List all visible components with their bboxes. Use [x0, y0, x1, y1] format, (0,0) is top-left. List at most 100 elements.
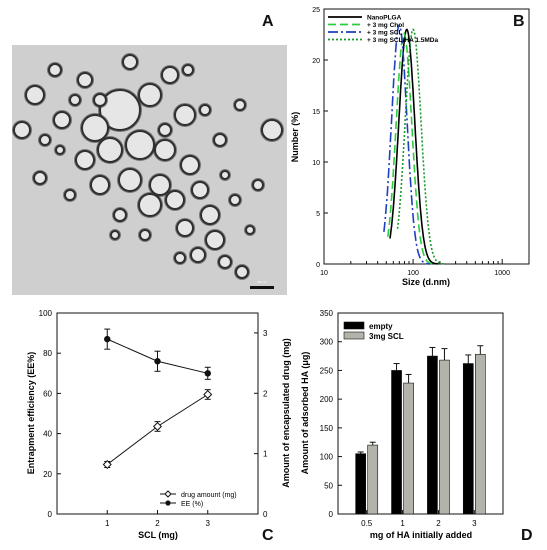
- legend-label-b: + 3 mg Chol: [367, 22, 404, 29]
- particle: [190, 247, 206, 263]
- legend-marker-c: [165, 500, 171, 506]
- particle: [138, 193, 162, 217]
- axis-ticks-b: 0 5 10 15 20 25 10 100 1000: [312, 7, 530, 277]
- legend-label-c: EE (%): [181, 501, 203, 508]
- particle: [261, 119, 283, 141]
- plot-frame-b: [323, 8, 530, 265]
- y-tick-label-d: 150: [320, 424, 334, 433]
- particle: [48, 63, 62, 77]
- data-point-c: [152, 421, 163, 431]
- particle: [180, 155, 200, 175]
- y-tick-label-b: 0: [316, 262, 320, 269]
- particle: [174, 252, 186, 264]
- y-tick-label-c: 100: [39, 309, 53, 318]
- y-tick-label-b: 5: [316, 211, 320, 218]
- particle: [139, 229, 151, 241]
- y-tick-label-d: 250: [320, 366, 334, 375]
- y-axis-label-d: Amount of adsorbed HA (μg): [300, 352, 310, 475]
- y-tick-label-b: 20: [312, 58, 320, 65]
- x-tick-label-d: 3: [472, 519, 477, 528]
- bar: [403, 382, 414, 515]
- y-tick-label-b: 15: [312, 109, 320, 116]
- y-tick-label-c: 20: [43, 470, 52, 479]
- particle: [158, 123, 172, 137]
- particle: [69, 94, 81, 106]
- particle: [122, 54, 138, 70]
- particle: [182, 64, 194, 76]
- y-tick-label-d: 0: [329, 510, 334, 519]
- particle: [220, 170, 230, 180]
- particle: [234, 99, 246, 111]
- legend-label-b: NanoPLGA: [367, 15, 402, 22]
- panel-label-d: D: [521, 527, 533, 544]
- data-point-c: [102, 459, 112, 470]
- data-point-c: [203, 389, 213, 399]
- particle: [161, 66, 179, 84]
- particle: [113, 208, 127, 222]
- particle: [77, 72, 93, 88]
- particle: [235, 265, 249, 279]
- y-tick-label-d: 50: [324, 481, 333, 490]
- plot-frame-d: [337, 312, 504, 515]
- particle: [200, 205, 220, 225]
- particle: [165, 190, 185, 210]
- axis-ticks-d: 0 50 100 150 200 250 300 350 0.5 1 2 3: [320, 309, 477, 528]
- bars-d: [355, 345, 486, 515]
- legend-label-d: empty: [369, 322, 393, 331]
- particle: [55, 145, 65, 155]
- scale-bar-label: 200 nm: [257, 280, 268, 284]
- bar: [391, 370, 402, 515]
- y-tick-label-c: 80: [43, 349, 52, 358]
- x-tick-label-c: 1: [105, 519, 110, 528]
- bar: [355, 453, 366, 515]
- particle: [154, 139, 176, 161]
- legend-label-d: 3mg SCL: [369, 332, 404, 341]
- particle: [229, 194, 241, 206]
- x-tick-label-b: 1000: [494, 270, 510, 277]
- panel-label-b: B: [513, 13, 525, 30]
- x-tick-label-d: 1: [400, 519, 405, 528]
- x-tick-label-c: 3: [206, 519, 211, 528]
- x-tick-label-b: 100: [407, 270, 419, 277]
- particle: [174, 104, 196, 126]
- particle: [33, 171, 47, 185]
- panel-label-c: C: [262, 527, 274, 544]
- particle: [149, 174, 171, 196]
- panel-c: C 0 20 40 60 80 100 0 1 2 3 1 2 3 drug amount (mg) EE…: [26, 309, 291, 544]
- y-tick-label-d: 300: [320, 338, 334, 347]
- x-axis-label-d: mg of HA initially added: [370, 530, 472, 540]
- particle: [90, 175, 110, 195]
- y-tick-label-d: 350: [320, 309, 334, 318]
- y2-tick-label-c: 0: [263, 510, 268, 519]
- panel-label-a: A: [262, 13, 274, 30]
- legend-c: drug amount (mg) EE (%): [160, 490, 237, 508]
- particle: [110, 230, 120, 240]
- particle: [13, 121, 31, 139]
- axis-ticks-c: 0 20 40 60 80 100 0 1 2 3 1 2 3: [39, 309, 268, 528]
- legend-b: NanoPLGA+ 3 mg Chol+ 3 mg SCL+ 3 mg SCL/…: [328, 15, 438, 44]
- particle: [213, 133, 227, 147]
- distribution-line: [387, 32, 435, 265]
- distribution-line: [383, 24, 430, 265]
- bar: [475, 354, 486, 515]
- y2-tick-label-c: 2: [263, 389, 268, 398]
- particle: [118, 168, 142, 192]
- distribution-line: [389, 28, 439, 265]
- distribution-line: [396, 28, 446, 265]
- panel-a: 200 nm A: [12, 13, 287, 295]
- y2-tick-label-c: 1: [263, 450, 268, 459]
- legend-swatch-d: [343, 331, 365, 340]
- panel-b: B 0 5 10 15 20 25 10 100 1000 NanoPLGA+ 3 mg Cho…: [290, 7, 530, 287]
- particle: [205, 230, 225, 250]
- particle: [176, 219, 194, 237]
- y-tick-label-c: 0: [48, 510, 53, 519]
- scale-bar: [250, 286, 274, 289]
- particle: [199, 104, 211, 116]
- bar: [462, 363, 474, 515]
- particle: [75, 150, 95, 170]
- y2-tick-label-c: 3: [263, 329, 268, 338]
- particle: [218, 255, 232, 269]
- particle: [53, 111, 71, 129]
